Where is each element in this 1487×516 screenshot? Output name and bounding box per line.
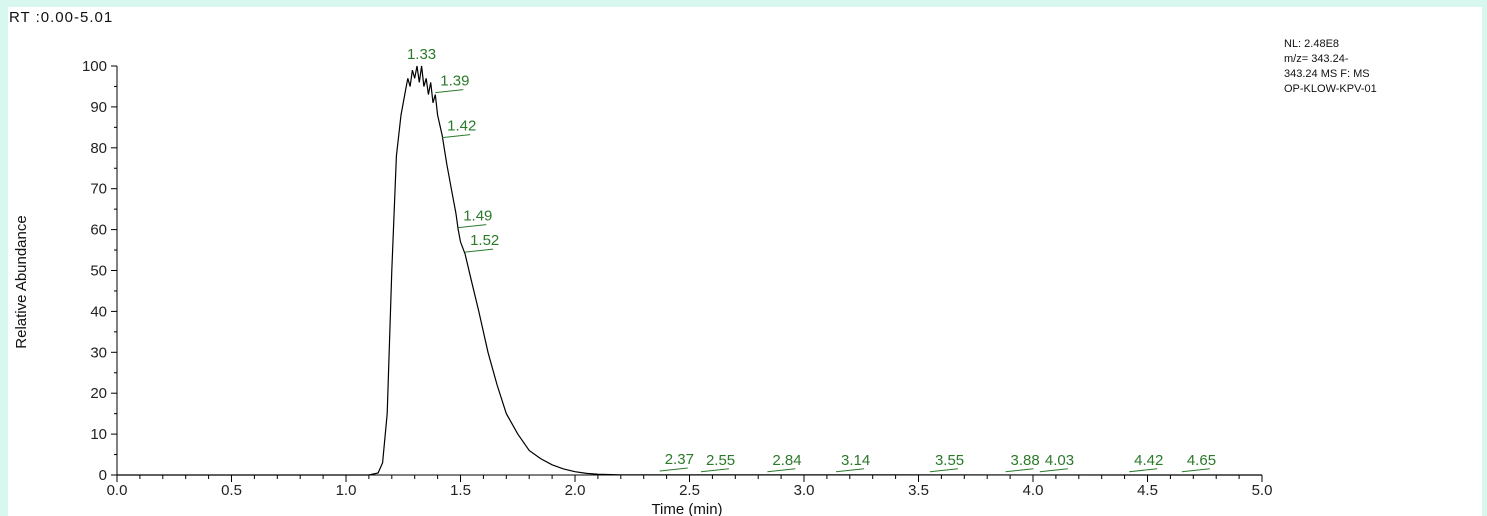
chromatogram-trace <box>117 65 1263 476</box>
axes <box>116 66 1262 476</box>
peak-label-text: 1.49 <box>463 208 492 225</box>
peak-label: 3.88 <box>1005 452 1040 473</box>
peak-label: 2.55 <box>700 452 735 473</box>
peak-label: 2.84 <box>767 452 802 473</box>
peak-label-text: 4.42 <box>1134 452 1163 469</box>
y-axis-title: Relative Abundance <box>13 215 30 348</box>
peak-label: 1.42 <box>442 118 476 139</box>
peak-label-text: 3.55 <box>935 452 964 469</box>
y-tick-label: 40 <box>90 303 107 320</box>
peak-label-text: 3.88 <box>1011 452 1040 469</box>
y-tick-label: 90 <box>90 99 107 116</box>
x-tick-label: 1.0 <box>336 482 357 499</box>
peak-label-text: 1.39 <box>440 73 469 90</box>
peak-leader-line <box>458 224 487 229</box>
peak-leader-line <box>1005 468 1034 473</box>
x-tick-label: 1.5 <box>450 482 471 499</box>
peak-leader-line <box>1129 468 1158 473</box>
peak-leader-line <box>465 248 494 253</box>
peak-label: 1.33 <box>407 46 436 63</box>
peak-label-text: 4.65 <box>1187 452 1216 469</box>
peak-label: 4.42 <box>1129 452 1163 473</box>
info-line-sample: OP-KLOW-KPV-01 <box>1284 83 1377 95</box>
peak-label-text: 4.03 <box>1045 452 1074 469</box>
y-tick-label: 100 <box>82 58 107 75</box>
x-axis-title: Time (min) <box>651 501 722 516</box>
peak-leader-line <box>700 468 730 473</box>
peak-label-text: 2.84 <box>772 452 801 469</box>
x-tick-label: 2.5 <box>679 482 700 499</box>
rt-range-label: RT :0.00-5.01 <box>9 9 114 26</box>
y-ticks: 0 10 20 30 40 50 60 70 80 90 100 <box>82 58 117 484</box>
peak-leader-line <box>929 468 959 473</box>
x-tick-label: 4.5 <box>1137 482 1158 499</box>
peak-label: 1.52 <box>465 232 499 253</box>
peak-label: 4.65 <box>1181 452 1216 473</box>
peak-leader-line <box>442 134 471 139</box>
info-line-nl: NL: 2.48E8 <box>1284 38 1340 50</box>
peak-label: 3.14 <box>836 452 870 473</box>
y-tick-label: 0 <box>99 467 107 484</box>
peak-label-text: 3.14 <box>841 452 870 469</box>
info-line-filter: 343.24 MS F: MS <box>1284 68 1370 80</box>
y-tick-label: 60 <box>90 222 107 239</box>
peak-label-text: 1.33 <box>407 46 436 63</box>
x-tick-label: 0.0 <box>107 482 128 499</box>
y-tick-label: 10 <box>90 426 107 443</box>
scan-info: NL: 2.48E8 m/z= 343.24- 343.24 MS F: MS … <box>1284 37 1377 97</box>
x-tick-label: 2.0 <box>565 482 586 499</box>
peak-leader-line <box>836 468 865 473</box>
y-tick-label: 80 <box>90 140 107 157</box>
peak-label: 1.49 <box>458 208 492 229</box>
peak-leader-line <box>659 467 688 472</box>
peak-leader-line <box>1039 468 1068 473</box>
x-tick-label: 4.0 <box>1023 482 1044 499</box>
peak-label-text: 2.37 <box>665 451 694 468</box>
peak-leader-line <box>767 468 796 473</box>
peak-label: 2.37 <box>659 451 694 472</box>
peak-label: 4.03 <box>1039 452 1074 473</box>
chart-panel <box>8 7 1482 516</box>
peak-label-text: 2.55 <box>706 452 735 469</box>
x-ticks: 0.0 0.5 1.0 1.5 2.0 2.5 3.0 3.5 4.0 4.5 5.0 <box>107 475 1273 499</box>
y-tick-label: 30 <box>90 344 107 361</box>
x-tick-label: 5.0 <box>1252 482 1273 499</box>
peak-leader-line <box>1181 468 1210 473</box>
x-tick-label: 3.5 <box>908 482 929 499</box>
x-tick-label: 0.5 <box>221 482 242 499</box>
y-tick-label: 70 <box>90 181 107 198</box>
y-tick-label: 50 <box>90 263 107 280</box>
peak-label-text: 1.42 <box>447 118 476 135</box>
x-tick-label: 3.0 <box>794 482 815 499</box>
info-line-mz: m/z= 343.24- <box>1284 53 1349 65</box>
peak-leader-line <box>435 89 464 94</box>
y-tick-label: 20 <box>90 385 107 402</box>
peak-label-text: 1.52 <box>470 232 499 249</box>
peak-label: 1.39 <box>435 73 470 94</box>
peak-labels: 1.331.39 1.42 1.49 1.52 2.37 2.55 2.84 3.14 3.55… <box>407 46 1216 473</box>
peak-label: 3.55 <box>929 452 964 473</box>
